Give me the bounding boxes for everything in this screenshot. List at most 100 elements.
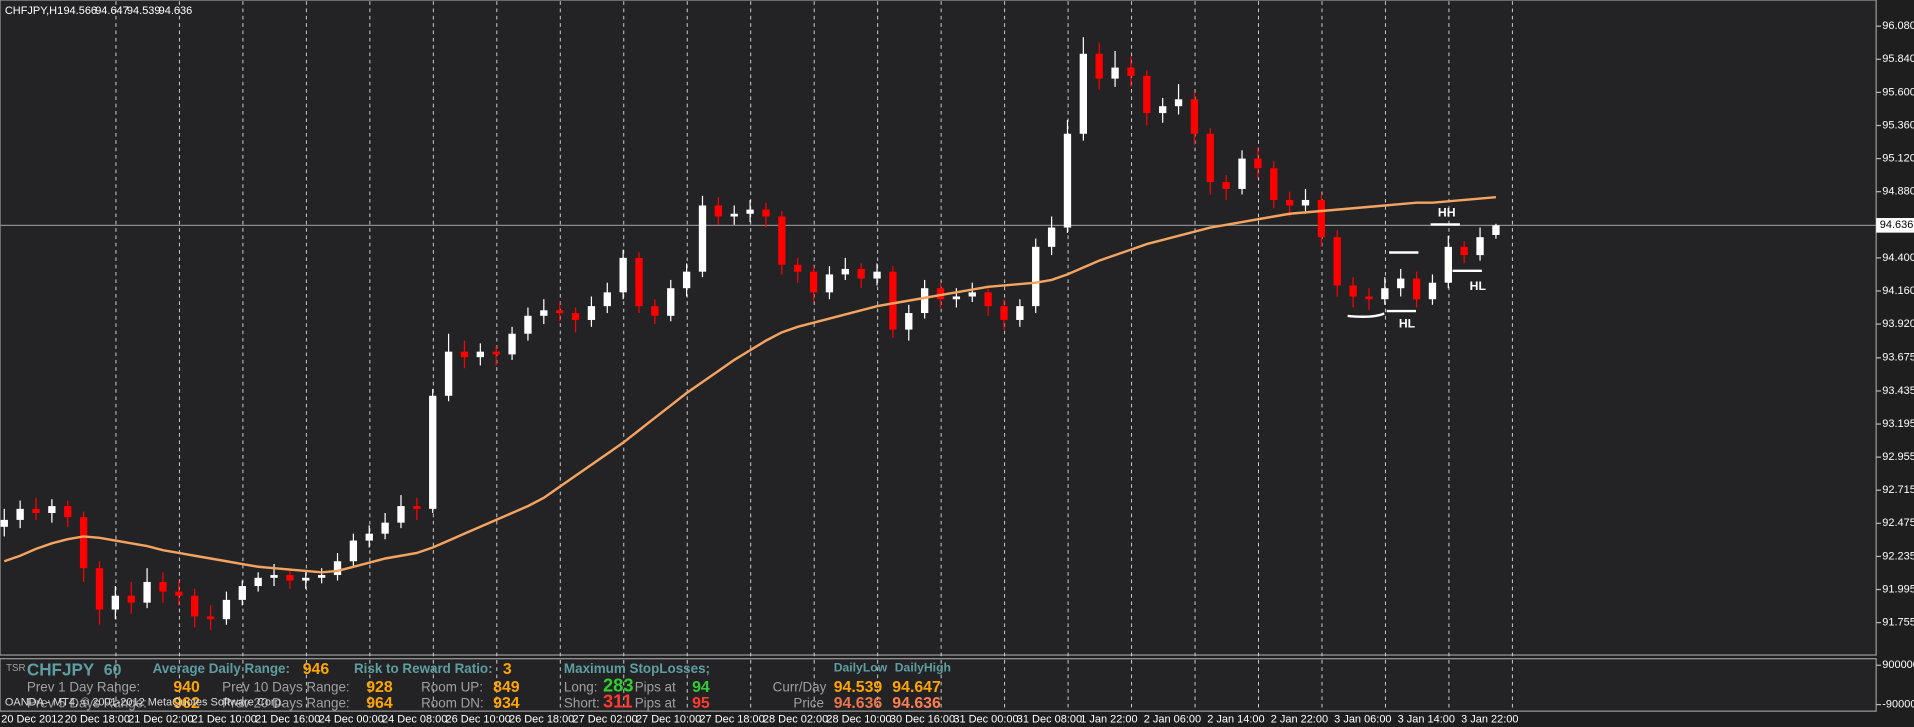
y-tick-label: 92.715 bbox=[1882, 484, 1914, 496]
candle-body bbox=[381, 522, 389, 534]
candle-body bbox=[730, 213, 738, 217]
y-tick-label: 92.235 bbox=[1882, 550, 1914, 562]
candle-body bbox=[809, 271, 818, 293]
value: 94.636 bbox=[834, 695, 883, 712]
candle-body bbox=[635, 257, 643, 307]
indicator-name: TSR bbox=[6, 663, 26, 674]
candle-body bbox=[333, 561, 342, 576]
candle-body bbox=[143, 581, 151, 603]
annotation: HL bbox=[1399, 317, 1416, 331]
candle-body bbox=[778, 216, 786, 265]
candle-body bbox=[48, 506, 56, 513]
indicator-area bbox=[0, 658, 1877, 712]
value: 94.647 bbox=[892, 679, 941, 696]
x-tick-label: 26 Dec 10:00 bbox=[446, 714, 511, 726]
candle-body bbox=[1174, 99, 1183, 107]
period: 60 bbox=[104, 662, 122, 679]
candle-body bbox=[1238, 158, 1246, 189]
symbol: CHFJPY bbox=[27, 660, 95, 679]
grid bbox=[0, 1, 1877, 712]
candle-body bbox=[508, 333, 516, 355]
candle-body bbox=[571, 313, 580, 320]
candle-body bbox=[1428, 282, 1437, 300]
candle-body bbox=[1095, 53, 1103, 79]
label: Prev 20 Days Range: bbox=[222, 695, 349, 710]
candle-body bbox=[936, 288, 945, 300]
candle-body bbox=[175, 591, 183, 596]
x-tick-label: 30 Dec 16:00 bbox=[890, 714, 955, 726]
candle-body bbox=[254, 577, 262, 587]
label: Pips at bbox=[635, 695, 676, 710]
plot bbox=[0, 37, 1500, 631]
candle-body bbox=[1476, 237, 1484, 256]
x-tick-label: 2 Jan 06:00 bbox=[1144, 714, 1201, 726]
price-box bbox=[1876, 218, 1914, 233]
candle-body bbox=[1206, 133, 1214, 183]
x-tick-label: 3 Jan 22:00 bbox=[1461, 714, 1518, 726]
y-tick-label: 93.675 bbox=[1882, 352, 1914, 364]
x-tick-label: 28 Dec 02:00 bbox=[763, 714, 828, 726]
x-tick-label: 2 Jan 22:00 bbox=[1271, 714, 1328, 726]
candle-body bbox=[476, 351, 484, 358]
candle-body bbox=[1365, 296, 1373, 300]
candle-body bbox=[1285, 199, 1294, 206]
candle-body bbox=[492, 351, 500, 355]
value: 962 bbox=[173, 695, 200, 712]
candle-body bbox=[444, 351, 453, 396]
candle-body bbox=[238, 586, 246, 600]
value: 928 bbox=[366, 679, 393, 696]
candle-body bbox=[32, 508, 40, 513]
candle-body bbox=[1317, 199, 1326, 238]
candle-body bbox=[714, 205, 723, 217]
value: 940 bbox=[173, 679, 200, 696]
y-tick-label: 95.600 bbox=[1882, 86, 1914, 98]
header-open: 94.566 bbox=[63, 5, 97, 17]
candle-body bbox=[16, 508, 24, 520]
x-tick-label: 21 Dec 02:00 bbox=[128, 714, 193, 726]
label: Risk to Reward Ratio: bbox=[354, 661, 493, 676]
y-tick-label: 95.120 bbox=[1882, 152, 1914, 164]
value: 94.539 bbox=[834, 679, 883, 696]
candle-body bbox=[682, 271, 691, 289]
label: DailyLow bbox=[834, 661, 888, 675]
x-tick-label: 1 Jan 22:00 bbox=[1080, 714, 1137, 726]
y-tick-label: 92.475 bbox=[1882, 517, 1914, 529]
annotation: HH bbox=[1438, 206, 1456, 220]
candle-body bbox=[1063, 133, 1072, 228]
candle-body bbox=[1444, 246, 1452, 283]
candle-body bbox=[1460, 246, 1468, 256]
candle-body bbox=[1000, 306, 1008, 320]
value: 934 bbox=[493, 695, 520, 712]
y-tick-label: 95.360 bbox=[1882, 119, 1914, 131]
x-tick-label: 31 Dec 08:00 bbox=[1017, 714, 1082, 726]
candle-body bbox=[95, 568, 104, 610]
candle-body bbox=[968, 292, 976, 297]
candle-body bbox=[429, 395, 437, 509]
x-tick-label: 3 Jan 06:00 bbox=[1334, 714, 1391, 726]
label: Room DN: bbox=[421, 695, 484, 710]
candle-body bbox=[79, 517, 88, 569]
value: 94 bbox=[692, 679, 710, 696]
footer: OANDA - MT4, © 2001-2012 MetaQuotes Soft… bbox=[5, 697, 284, 709]
label: Prev 1 Day Range: bbox=[27, 680, 140, 695]
x-tick-label: 27 Dec 02:00 bbox=[572, 714, 637, 726]
candle-body bbox=[587, 306, 596, 320]
candle-body bbox=[1079, 53, 1088, 134]
candle-body bbox=[873, 271, 881, 279]
x-tick-label: 20 Dec 18:00 bbox=[65, 714, 130, 726]
y-tick-label: 95.840 bbox=[1882, 53, 1914, 65]
candle-body bbox=[397, 506, 405, 523]
header-close: 94.636 bbox=[159, 5, 193, 17]
candle-body bbox=[286, 575, 294, 581]
y-tick-label: 96.080 bbox=[1882, 20, 1914, 32]
candle-body bbox=[524, 315, 532, 334]
candle-body bbox=[1111, 67, 1119, 79]
candle-body bbox=[556, 310, 564, 314]
candle-body bbox=[413, 506, 421, 509]
candle-body bbox=[984, 292, 992, 307]
candle-body bbox=[1254, 158, 1262, 169]
candle-body bbox=[1349, 285, 1357, 297]
candle-body bbox=[1016, 306, 1024, 320]
y-tick-label: 91.755 bbox=[1882, 617, 1914, 629]
